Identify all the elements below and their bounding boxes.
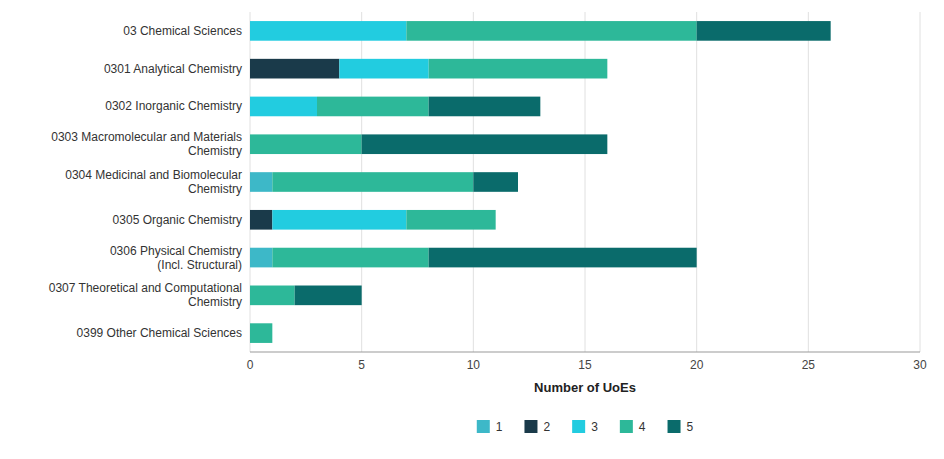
grid-line (696, 12, 697, 352)
bar-segment (495, 210, 496, 230)
legend-swatch (668, 420, 681, 433)
bar-segment (250, 134, 362, 154)
legend-swatch (524, 420, 537, 433)
bar-segment (607, 59, 608, 79)
legend-swatch (572, 420, 585, 433)
tick-label: 5 (358, 358, 365, 372)
bar-segment (272, 172, 473, 192)
tick-label: 15 (578, 358, 592, 372)
bar-segment (250, 323, 272, 343)
x-ticks: 0 5 10 15 20 25 30 (247, 358, 927, 372)
category-label: 0305 Organic Chemistry (113, 213, 242, 227)
bar-segment (272, 248, 428, 268)
legend-item: 1 (477, 420, 503, 434)
x-axis-label: Number of UoEs (534, 380, 636, 395)
category-label: 0304 Medicinal and BiomolecularChemistry (65, 168, 242, 196)
bar-segment (429, 59, 608, 79)
legend: 1 2 3 4 5 (477, 420, 694, 434)
category-label: 03 Chemical Sciences (123, 24, 242, 38)
bar-segment (250, 248, 272, 268)
legend-label: 2 (543, 420, 550, 434)
x-axis-line (250, 352, 920, 353)
category-label: 0399 Other Chemical Sciences (77, 326, 242, 340)
bar-segment (406, 210, 495, 230)
bar-segment (697, 21, 831, 41)
bar-segment (339, 59, 428, 79)
bar-segment (272, 323, 273, 343)
bar-segment (429, 97, 541, 117)
legend-item: 5 (668, 420, 694, 434)
grid-line (920, 12, 921, 352)
chart: 05101520253003 Chemical Sciences0301 Ana… (0, 0, 944, 459)
bar-segment (473, 172, 518, 192)
bar-segment (250, 210, 272, 230)
bar-segment (250, 286, 295, 306)
legend-swatch (620, 420, 633, 433)
legend-label: 3 (591, 420, 598, 434)
grid (250, 12, 920, 352)
bar-segment (250, 97, 317, 117)
category-label: 0303 Macromolecular and MaterialsChemist… (51, 130, 242, 158)
legend-item: 4 (620, 420, 646, 434)
category-label: 0306 Physical Chemistry(Incl. Structural… (110, 244, 242, 272)
bar-segment (317, 97, 429, 117)
tick-label: 0 (247, 358, 254, 372)
bars (250, 21, 831, 343)
legend-swatch (477, 420, 490, 433)
bar-segment (429, 248, 697, 268)
tick-label: 25 (802, 358, 816, 372)
bar-segment (250, 59, 339, 79)
bar-segment (250, 172, 272, 192)
bar-segment (406, 21, 696, 41)
tick-label: 30 (913, 358, 927, 372)
legend-label: 5 (687, 420, 694, 434)
bar-segment (250, 21, 406, 41)
category-label: 0301 Analytical Chemistry (104, 62, 242, 76)
legend-item: 3 (572, 420, 598, 434)
category-label: 0307 Theoretical and ComputationalChemis… (49, 281, 242, 309)
bar-segment (295, 286, 362, 306)
y-ticks: 03 Chemical Sciences 0301 Analytical Chem… (49, 24, 242, 340)
category-label: 0302 Inorganic Chemistry (105, 99, 242, 113)
legend-item: 2 (524, 420, 550, 434)
legend-label: 4 (639, 420, 646, 434)
bar-segment (272, 210, 406, 230)
tick-label: 10 (467, 358, 481, 372)
bar-segment (362, 134, 608, 154)
grid-line (808, 12, 809, 352)
legend-label: 1 (496, 420, 503, 434)
tick-label: 20 (690, 358, 704, 372)
